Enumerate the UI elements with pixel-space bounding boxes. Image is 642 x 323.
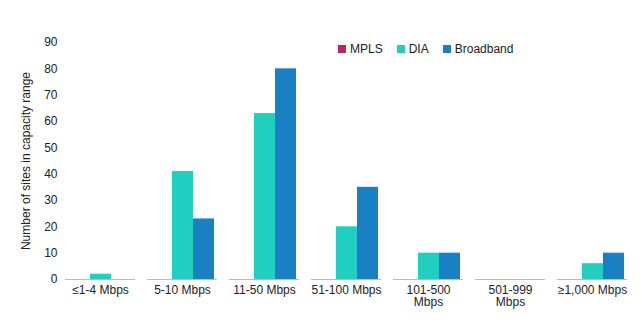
html-text:MPLS: MPLS: [350, 42, 383, 56]
html-text:Broadband: Broadband: [454, 42, 514, 56]
svg-text:≤1-4 Mbps: ≤1-4 Mbps: [72, 283, 129, 297]
svg-text:90: 90: [44, 35, 58, 49]
svg-text:30: 30: [44, 193, 58, 207]
svg-text:501-999Mbps: 501-999Mbps: [488, 283, 532, 309]
svg-text:51-100 Mbps: 51-100 Mbps: [311, 283, 381, 297]
svg-text:20: 20: [44, 220, 58, 234]
svg-text:60: 60: [44, 114, 58, 128]
svg-text:80: 80: [44, 62, 58, 76]
svg-text:0: 0: [51, 272, 58, 286]
svg-text:10: 10: [44, 246, 58, 260]
html-text:DIA: DIA: [408, 42, 429, 56]
svg-text:40: 40: [44, 167, 58, 181]
svg-text:70: 70: [44, 88, 58, 102]
svg-text:Number of sites in capacity ra: Number of sites in capacity range: [19, 72, 33, 250]
svg-text:5-10 Mbps: 5-10 Mbps: [154, 283, 211, 297]
svg-text:50: 50: [44, 141, 58, 155]
svg-text:≥1,000 Mbps: ≥1,000 Mbps: [558, 283, 627, 297]
svg-text:11-50 Mbps: 11-50 Mbps: [233, 283, 295, 297]
svg-text:101-500Mbps: 101-500Mbps: [406, 283, 450, 309]
